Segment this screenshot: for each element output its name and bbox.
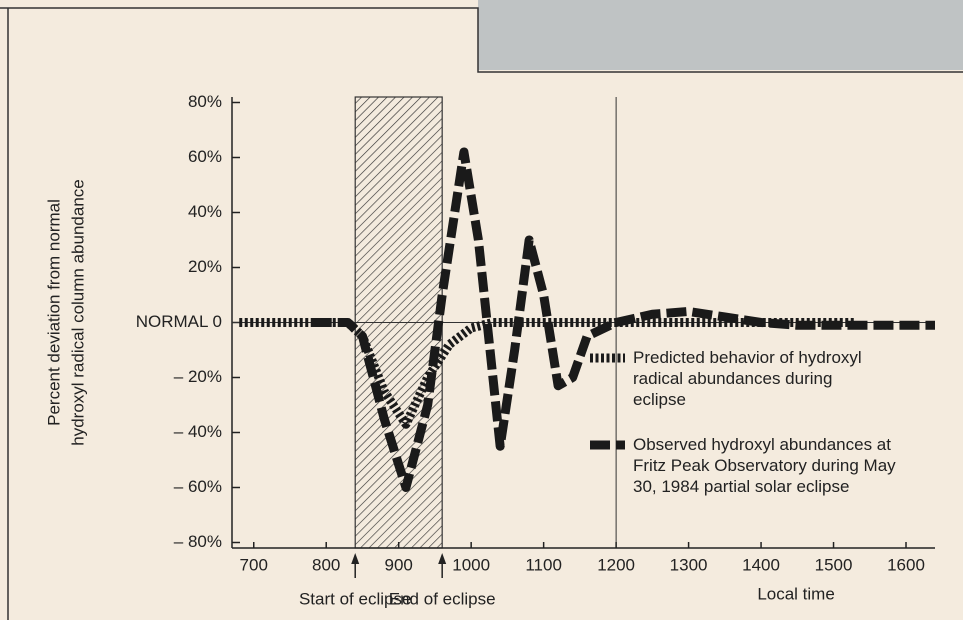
arrow-head	[351, 553, 360, 564]
x-tick-label: 1400	[742, 555, 780, 574]
x-tick-label: 1300	[670, 555, 708, 574]
annotation: Start of eclipse	[299, 589, 411, 608]
x-tick-label: 1500	[815, 555, 853, 574]
x-tick-label: 1200	[597, 555, 635, 574]
x-tick-label: 1100	[525, 555, 562, 574]
y-tick-label: 80%	[188, 92, 222, 111]
photo	[478, 0, 963, 70]
x-tick-label: 1600	[887, 555, 925, 574]
x-tick-label: 700	[240, 555, 268, 574]
x-axis-title: Local time	[757, 584, 834, 603]
x-tick-label: 900	[385, 555, 413, 574]
y-tick-label: – 40%	[174, 422, 222, 441]
legend-label: Predicted behavior of hydroxyl radical a…	[633, 348, 862, 409]
annotation: End of eclipse	[389, 589, 496, 608]
legend-label: Observed hydroxyl abundances at Fritz Pe…	[633, 435, 896, 496]
series-line	[311, 147, 935, 492]
y-axis-title: Percent deviation from normal	[44, 199, 63, 426]
x-tick-label: 800	[312, 555, 340, 574]
frame	[0, 7, 963, 73]
y-tick-label: – 20%	[174, 367, 222, 386]
x-tick-label: 1000	[452, 555, 490, 574]
y-tick-label: NORMAL 0	[136, 312, 222, 331]
y-tick-label: 20%	[188, 257, 222, 276]
y-tick-label: – 60%	[174, 477, 222, 496]
y-tick-label: 40%	[188, 202, 222, 221]
arrow-head	[438, 553, 447, 564]
y-tick-label: 60%	[188, 147, 222, 166]
y-tick-label: – 80%	[174, 532, 222, 551]
y-axis-title: hydroxyl radical column abundance	[68, 179, 87, 446]
